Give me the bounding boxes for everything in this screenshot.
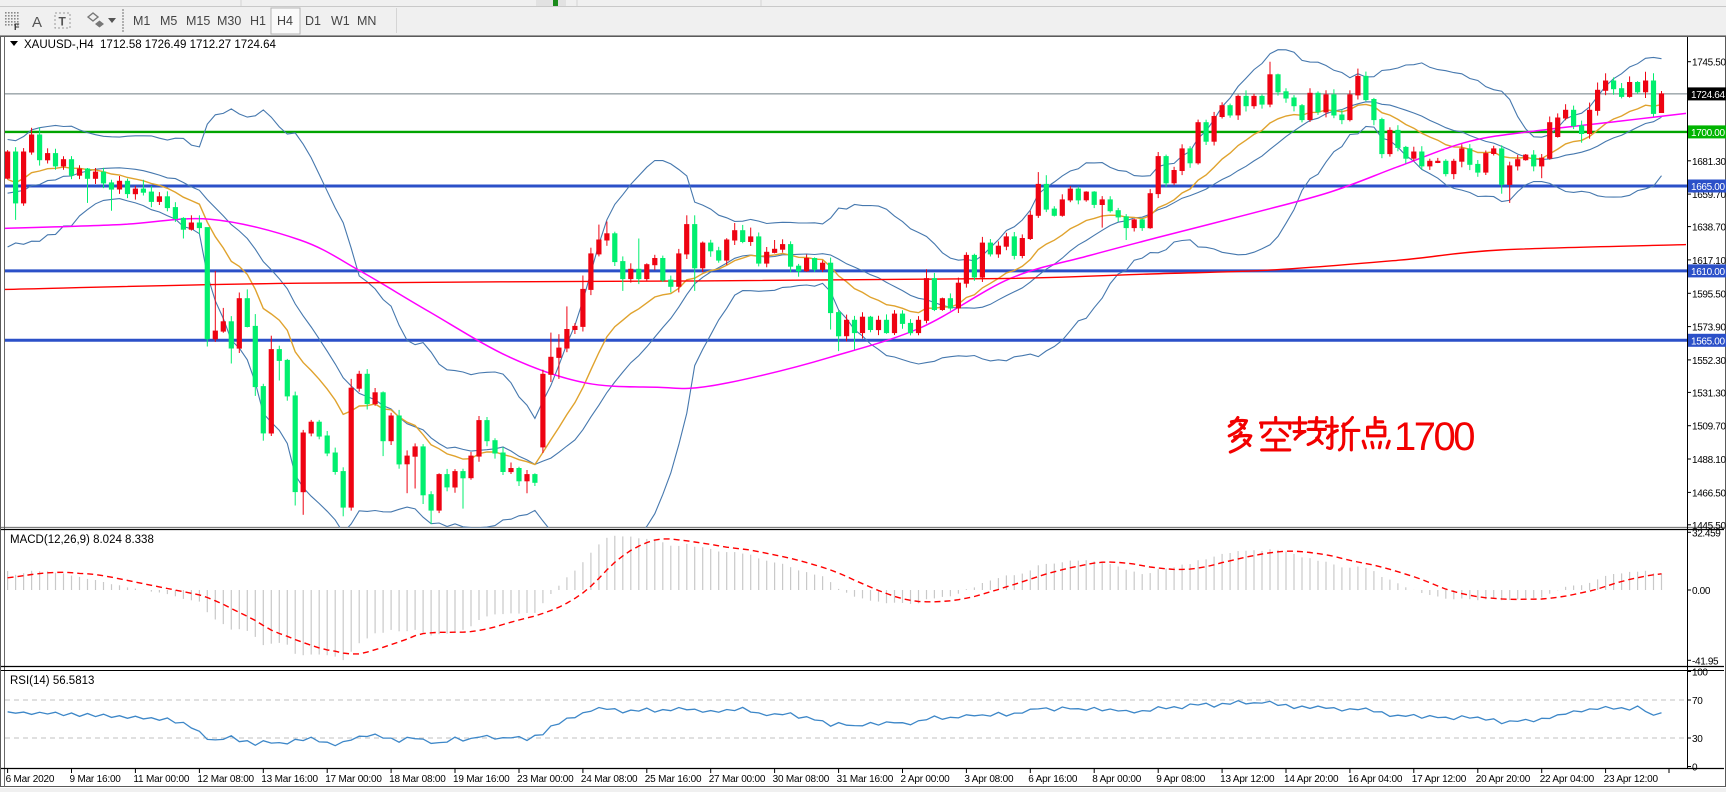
svg-text:25 Mar 16:00: 25 Mar 16:00 <box>645 774 702 785</box>
svg-text:18 Mar 08:00: 18 Mar 08:00 <box>389 774 446 785</box>
svg-text:24 Mar 08:00: 24 Mar 08:00 <box>581 774 638 785</box>
svg-text:W1: W1 <box>331 14 350 28</box>
svg-text:3 Apr 08:00: 3 Apr 08:00 <box>964 774 1014 785</box>
svg-text:20 Apr 20:00: 20 Apr 20:00 <box>1476 774 1531 785</box>
svg-text:MN: MN <box>357 14 376 28</box>
svg-text:1531.30: 1531.30 <box>1692 388 1726 399</box>
svg-text:8 Apr 00:00: 8 Apr 00:00 <box>1092 774 1142 785</box>
svg-text:1509.70: 1509.70 <box>1692 422 1726 433</box>
svg-text:12 Mar 08:00: 12 Mar 08:00 <box>197 774 254 785</box>
svg-text:M15: M15 <box>186 14 210 28</box>
svg-text:23 Apr 12:00: 23 Apr 12:00 <box>1604 774 1659 785</box>
svg-text:17 Mar 00:00: 17 Mar 00:00 <box>325 774 382 785</box>
svg-text:16 Apr 04:00: 16 Apr 04:00 <box>1348 774 1403 785</box>
svg-text:1565.00: 1565.00 <box>1691 337 1725 348</box>
svg-text:M5: M5 <box>160 14 177 28</box>
svg-text:F: F <box>14 22 20 32</box>
svg-text:1445.50: 1445.50 <box>1692 521 1726 532</box>
svg-text:0: 0 <box>1692 763 1698 774</box>
svg-text:6 Apr 16:00: 6 Apr 16:00 <box>1028 774 1078 785</box>
svg-text:M1: M1 <box>133 14 150 28</box>
svg-text:RSI(14) 56.5813: RSI(14) 56.5813 <box>10 675 94 687</box>
svg-text:19 Mar 16:00: 19 Mar 16:00 <box>453 774 510 785</box>
svg-text:70: 70 <box>1692 696 1703 707</box>
svg-text:0.00: 0.00 <box>1692 586 1711 597</box>
svg-text:1700: 1700 <box>1394 415 1474 459</box>
svg-text:22 Apr 04:00: 22 Apr 04:00 <box>1540 774 1595 785</box>
svg-text:6 Mar 2020: 6 Mar 2020 <box>6 774 55 785</box>
svg-text:1610.00: 1610.00 <box>1691 267 1725 278</box>
svg-text:A: A <box>32 14 42 31</box>
svg-text:1638.70: 1638.70 <box>1692 223 1726 234</box>
svg-text:31 Mar 16:00: 31 Mar 16:00 <box>837 774 894 785</box>
svg-text:9 Apr 08:00: 9 Apr 08:00 <box>1156 774 1206 785</box>
svg-text:100: 100 <box>1692 668 1708 679</box>
svg-text:D1: D1 <box>305 14 321 28</box>
svg-text:-41.95: -41.95 <box>1692 656 1719 667</box>
svg-text:XAUUSD-,H4 1712.58 1726.49 17: XAUUSD-,H4 1712.58 1726.49 1712.27 1724.… <box>24 39 277 51</box>
svg-text:M30: M30 <box>217 14 241 28</box>
svg-text:13 Mar 16:00: 13 Mar 16:00 <box>261 774 318 785</box>
svg-text:1617.10: 1617.10 <box>1692 256 1726 267</box>
svg-text:1700.00: 1700.00 <box>1691 128 1725 139</box>
svg-text:1488.10: 1488.10 <box>1692 455 1726 466</box>
svg-text:1466.50: 1466.50 <box>1692 488 1726 499</box>
svg-text:2 Apr 00:00: 2 Apr 00:00 <box>901 774 951 785</box>
svg-text:17 Apr 12:00: 17 Apr 12:00 <box>1412 774 1467 785</box>
svg-text:30: 30 <box>1692 734 1703 745</box>
svg-text:14 Apr 20:00: 14 Apr 20:00 <box>1284 774 1339 785</box>
svg-text:1595.50: 1595.50 <box>1692 289 1726 300</box>
svg-text:27 Mar 00:00: 27 Mar 00:00 <box>709 774 766 785</box>
svg-text:1665.00: 1665.00 <box>1691 182 1725 193</box>
svg-text:T: T <box>59 15 67 29</box>
svg-text:1573.90: 1573.90 <box>1692 323 1726 334</box>
svg-text:H4: H4 <box>277 14 293 28</box>
svg-text:23 Mar 00:00: 23 Mar 00:00 <box>517 774 574 785</box>
svg-text:32.459: 32.459 <box>1692 528 1721 539</box>
svg-text:30 Mar 08:00: 30 Mar 08:00 <box>773 774 830 785</box>
svg-text:1724.64: 1724.64 <box>1691 90 1725 101</box>
svg-text:H1: H1 <box>250 14 266 28</box>
svg-text:1552.30: 1552.30 <box>1692 356 1726 367</box>
svg-text:MACD(12,26,9) 8.024 8.338: MACD(12,26,9) 8.024 8.338 <box>10 534 154 546</box>
svg-text:13 Apr 12:00: 13 Apr 12:00 <box>1220 774 1275 785</box>
svg-text:1659.70: 1659.70 <box>1692 190 1726 201</box>
svg-text:11 Mar 00:00: 11 Mar 00:00 <box>133 774 189 785</box>
svg-text:1681.30: 1681.30 <box>1692 157 1726 168</box>
svg-text:9 Mar 16:00: 9 Mar 16:00 <box>70 774 122 785</box>
svg-text:1745.50: 1745.50 <box>1692 58 1726 69</box>
